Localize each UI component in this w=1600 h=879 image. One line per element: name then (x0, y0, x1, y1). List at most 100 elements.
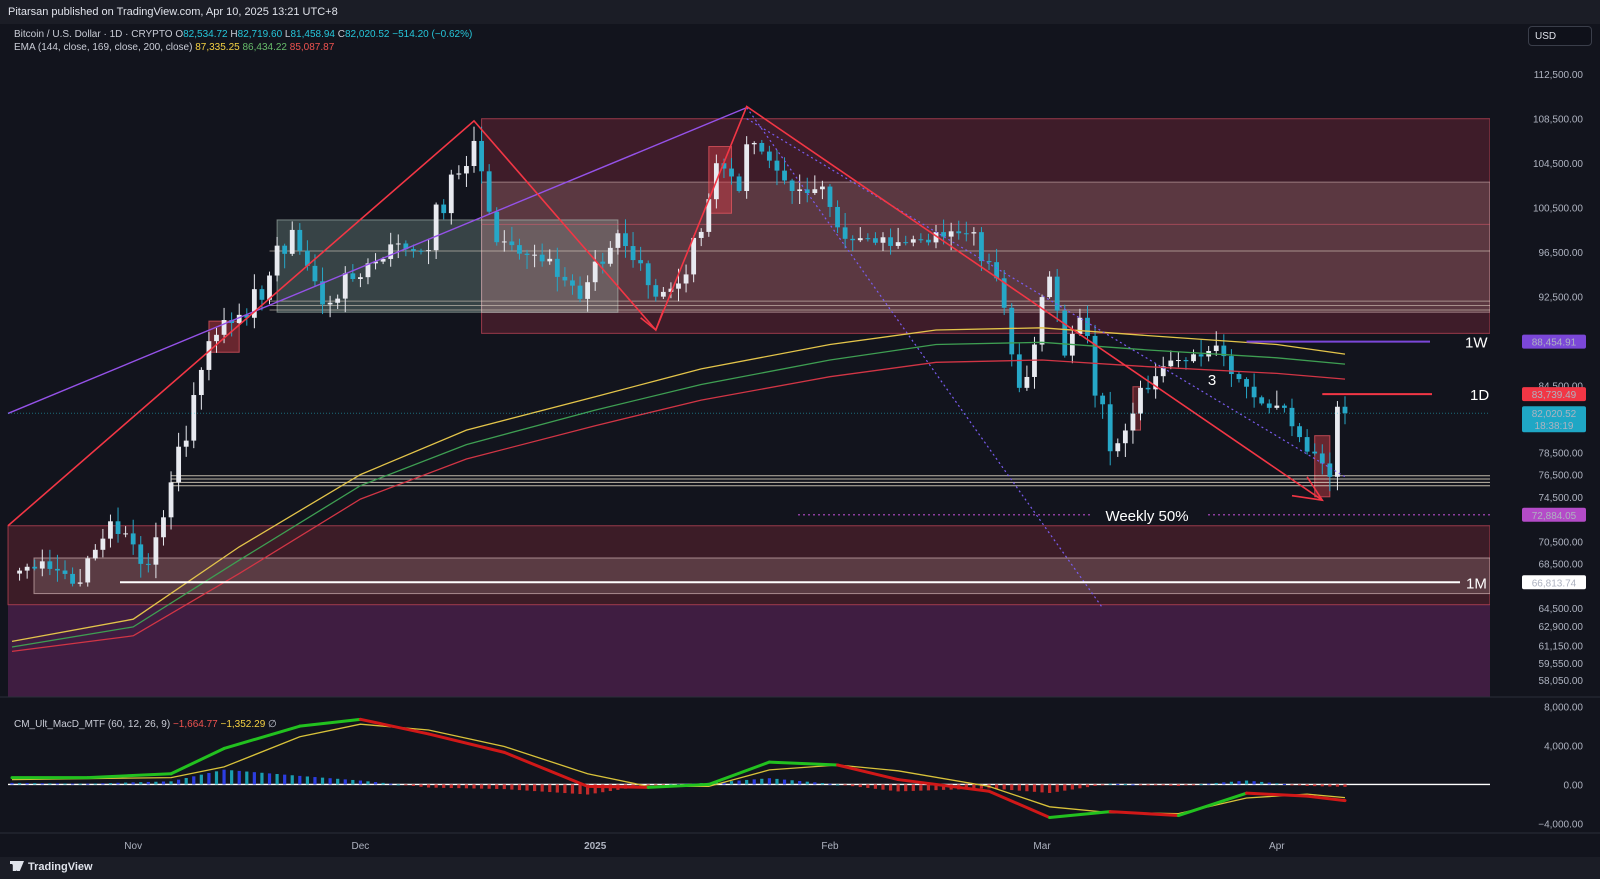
candle-2024-12-11 (433, 204, 439, 251)
candle-2025-01-12 (676, 283, 681, 289)
macd-signal-line (11, 723, 1346, 815)
macd-hist-bar (366, 781, 370, 785)
candle-2024-12-13 (448, 174, 454, 214)
candle-2024-11-21 (282, 245, 288, 254)
macd-hist-bar (131, 782, 135, 785)
candle-2024-10-23 (62, 570, 68, 574)
macd-hist-bar (124, 782, 128, 785)
x-tick-Nov: Nov (124, 841, 142, 852)
macd-hist-bar (290, 775, 294, 785)
candle-2025-01-22 (751, 142, 757, 145)
candle-2025-02-08 (880, 237, 886, 243)
d-pt-tag-bg (1522, 387, 1586, 402)
macd-hist-bar (222, 769, 226, 785)
candle-2025-03-04 (1062, 310, 1068, 356)
macd-hist-bar (10, 782, 14, 785)
macd-hist-bar (858, 784, 862, 788)
macd-hist-bar (78, 783, 82, 785)
macd-hist-bar (1085, 784, 1090, 788)
candle-2024-12-22 (517, 245, 522, 254)
candle-2024-12-28 (562, 276, 568, 281)
macd-hist-bar (1335, 784, 1340, 787)
macd-hist-bar (116, 782, 120, 785)
macd-line-segment (987, 789, 1052, 819)
y-tick-4: 96,500.00 (1539, 248, 1584, 259)
candle-2024-11-06 (168, 482, 174, 518)
candle-2025-03-02 (1047, 276, 1053, 298)
macd-hist-bar (343, 779, 347, 785)
macd-hist-bar (767, 778, 771, 785)
macd-hist-bar (1154, 784, 1158, 786)
macd-hist-bar (260, 772, 264, 785)
price-axis-bg (1490, 26, 1600, 697)
candle-2025-01-02 (600, 261, 606, 264)
candle-2025-01-05 (623, 233, 628, 247)
candle-2025-03-14 (1138, 387, 1143, 414)
candle-2025-03-11 (1115, 443, 1121, 452)
candle-2025-02-06 (865, 238, 871, 240)
candles (17, 126, 1348, 587)
top-bar: Pitarsan published on TradingView.com, A… (0, 0, 1600, 24)
macd-hist-bar (305, 776, 309, 785)
macd-hist-bar (995, 784, 999, 789)
macd-hist-bar (442, 784, 446, 788)
macd-hist-bar (782, 779, 787, 785)
macd-hist-bar (495, 784, 499, 789)
macd-hist-bar (775, 778, 779, 785)
candle-2025-02-11 (903, 242, 909, 244)
macd-hist-bar (169, 781, 173, 785)
currency-selector[interactable]: USD (1528, 26, 1592, 46)
candle-2025-02-20 (971, 232, 977, 234)
candle-2025-01-06 (630, 246, 636, 261)
macd-hist-bar (1169, 784, 1173, 786)
candle-2024-12-16 (471, 140, 477, 167)
macd-tick-0: 8,000.00 (1544, 703, 1583, 714)
candle-2024-12-30 (577, 285, 583, 299)
macd-hist-bar (237, 770, 241, 785)
countdown-tag: 18:38:19 (1535, 421, 1574, 432)
candle-2025-03-21 (1191, 354, 1196, 362)
macd-hist-bar (888, 784, 893, 791)
macd-hist-bar (139, 782, 143, 785)
x-tick-Dec: Dec (351, 841, 369, 852)
candle-2024-10-19 (32, 566, 38, 569)
macd-hist-bar (199, 774, 203, 785)
close-label: C (337, 29, 345, 40)
macd-hist-bar (1101, 784, 1105, 786)
candle-2025-03-20 (1183, 360, 1189, 362)
candle-2025-01-04 (615, 233, 621, 248)
macd-hist-bar (1297, 784, 1302, 786)
candle-2024-11-26 (320, 281, 325, 305)
macd-line-segment (896, 778, 991, 793)
candle-2025-01-19 (729, 168, 734, 177)
candle-2025-02-12 (910, 239, 916, 243)
candle-2025-01-20 (736, 176, 742, 192)
ema144-line (11, 327, 1346, 643)
candle-2025-02-09 (888, 237, 893, 246)
open-value: 82,534.72 (183, 29, 228, 40)
y-tick-16: 58,050.00 (1539, 676, 1584, 687)
candle-2024-12-06 (395, 243, 401, 245)
macd-hist-bar (570, 784, 575, 794)
candle-2024-11-01 (130, 533, 136, 545)
candle-2024-11-10 (198, 369, 204, 396)
candle-2025-01-25 (774, 160, 780, 171)
candle-2025-04-04 (1297, 426, 1302, 438)
macd-hist-bar (472, 784, 476, 789)
macd-hist-bar (1017, 784, 1021, 791)
macd-hist-bar (586, 784, 590, 795)
macd-hist-bar (487, 784, 491, 789)
candle-2025-01-15 (698, 231, 704, 238)
candle-2024-12-12 (441, 204, 447, 214)
ema200-value: 85,087.87 (289, 42, 335, 53)
candle-2025-01-27 (789, 180, 795, 192)
candle-2024-12-31 (585, 282, 591, 299)
macd-hist-bar (207, 772, 211, 785)
zone-consolidation (276, 219, 619, 313)
macd-hist-bar (1237, 781, 1241, 785)
macd-hist-bar (578, 784, 582, 795)
macd-hist-bar (904, 784, 908, 792)
candle-2024-12-07 (403, 243, 409, 250)
candle-2025-03-22 (1198, 354, 1204, 357)
